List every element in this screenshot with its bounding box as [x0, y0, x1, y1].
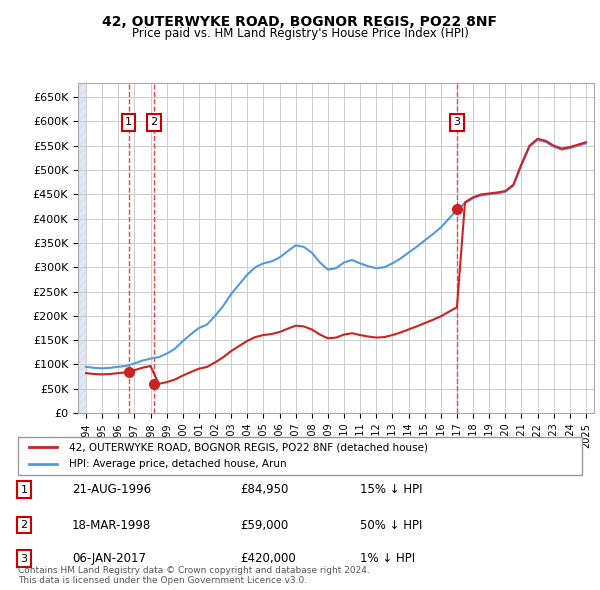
Text: 2: 2: [20, 520, 28, 530]
Text: 15% ↓ HPI: 15% ↓ HPI: [360, 483, 422, 496]
Text: 42, OUTERWYKE ROAD, BOGNOR REGIS, PO22 8NF (detached house): 42, OUTERWYKE ROAD, BOGNOR REGIS, PO22 8…: [69, 442, 428, 453]
Text: 06-JAN-2017: 06-JAN-2017: [72, 552, 146, 565]
Text: 2: 2: [151, 117, 158, 127]
Text: 1% ↓ HPI: 1% ↓ HPI: [360, 552, 415, 565]
Text: 21-AUG-1996: 21-AUG-1996: [72, 483, 151, 496]
Text: £420,000: £420,000: [240, 552, 296, 565]
Bar: [78, 83, 86, 413]
Text: £84,950: £84,950: [240, 483, 289, 496]
FancyBboxPatch shape: [18, 437, 582, 475]
Text: HPI: Average price, detached house, Arun: HPI: Average price, detached house, Arun: [69, 459, 286, 469]
Text: 42, OUTERWYKE ROAD, BOGNOR REGIS, PO22 8NF: 42, OUTERWYKE ROAD, BOGNOR REGIS, PO22 8…: [103, 15, 497, 29]
Text: 3: 3: [20, 554, 28, 563]
Text: £59,000: £59,000: [240, 519, 288, 532]
Text: Contains HM Land Registry data © Crown copyright and database right 2024.
This d: Contains HM Land Registry data © Crown c…: [18, 566, 370, 585]
Text: 50% ↓ HPI: 50% ↓ HPI: [360, 519, 422, 532]
Text: 18-MAR-1998: 18-MAR-1998: [72, 519, 151, 532]
Text: Price paid vs. HM Land Registry's House Price Index (HPI): Price paid vs. HM Land Registry's House …: [131, 27, 469, 40]
Text: 3: 3: [454, 117, 461, 127]
Text: 1: 1: [125, 117, 132, 127]
Text: 1: 1: [20, 485, 28, 494]
